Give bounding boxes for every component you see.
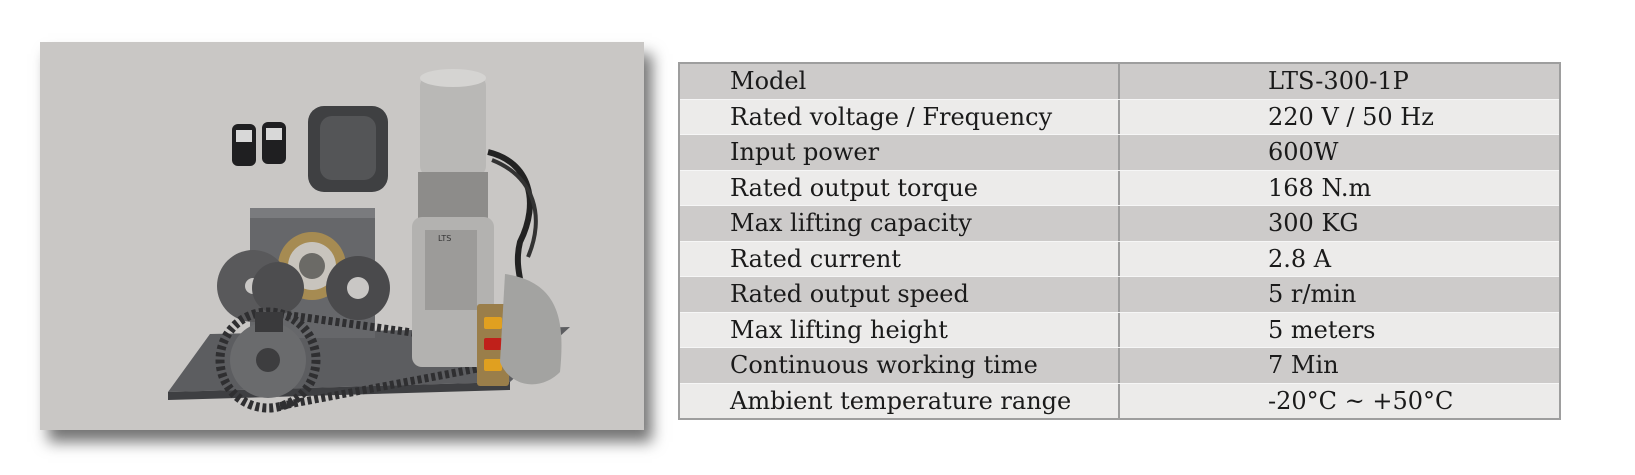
spec-value: 600W (1268, 138, 1339, 167)
svg-text:LTS: LTS (438, 234, 451, 243)
spec-value: 300 KG (1268, 209, 1359, 238)
spec-row-working-time: Continuous working time 7 Min (680, 347, 1559, 383)
product-photo: LTS (40, 42, 644, 430)
spec-table: Model LTS-300-1P Rated voltage / Frequen… (678, 62, 1561, 420)
spec-row-rated-voltage: Rated voltage / Frequency 220 V / 50 Hz (680, 98, 1559, 134)
spec-row-rated-current: Rated current 2.8 A (680, 240, 1559, 276)
spec-row-output-torque: Rated output torque 168 N.m (680, 169, 1559, 205)
spec-row-model: Model LTS-300-1P (680, 64, 1559, 99)
spec-row-temperature-range: Ambient temperature range -20°C ~ +50°C (680, 382, 1559, 418)
spec-label: Continuous working time (680, 348, 1120, 383)
spec-label: Rated voltage / Frequency (680, 99, 1120, 134)
spec-label: Ambient temperature range (680, 383, 1120, 418)
spec-label: Rated current (680, 241, 1120, 276)
spec-label: Input power (680, 135, 1120, 170)
spec-value: 5 r/min (1268, 280, 1357, 309)
spec-row-lifting-capacity: Max lifting capacity 300 KG (680, 205, 1559, 241)
spec-row-output-speed: Rated output speed 5 r/min (680, 276, 1559, 312)
spec-value: -20°C ~ +50°C (1268, 386, 1454, 415)
spec-value: LTS-300-1P (1268, 67, 1409, 96)
spec-label: Max lifting capacity (680, 206, 1120, 241)
spec-value: 5 meters (1268, 315, 1376, 344)
roller-shutter-motor-kit-icon: LTS (168, 69, 570, 413)
spec-value: 2.8 A (1268, 244, 1332, 273)
spec-label: Rated output torque (680, 170, 1120, 205)
spec-label: Max lifting height (680, 312, 1120, 347)
spec-label: Rated output speed (680, 277, 1120, 312)
spec-row-input-power: Input power 600W (680, 134, 1559, 170)
spec-value: 220 V / 50 Hz (1268, 102, 1434, 131)
spec-row-lifting-height: Max lifting height 5 meters (680, 311, 1559, 347)
spec-value: 168 N.m (1268, 173, 1372, 202)
spec-value: 7 Min (1268, 351, 1339, 380)
spec-label: Model (680, 64, 1120, 99)
